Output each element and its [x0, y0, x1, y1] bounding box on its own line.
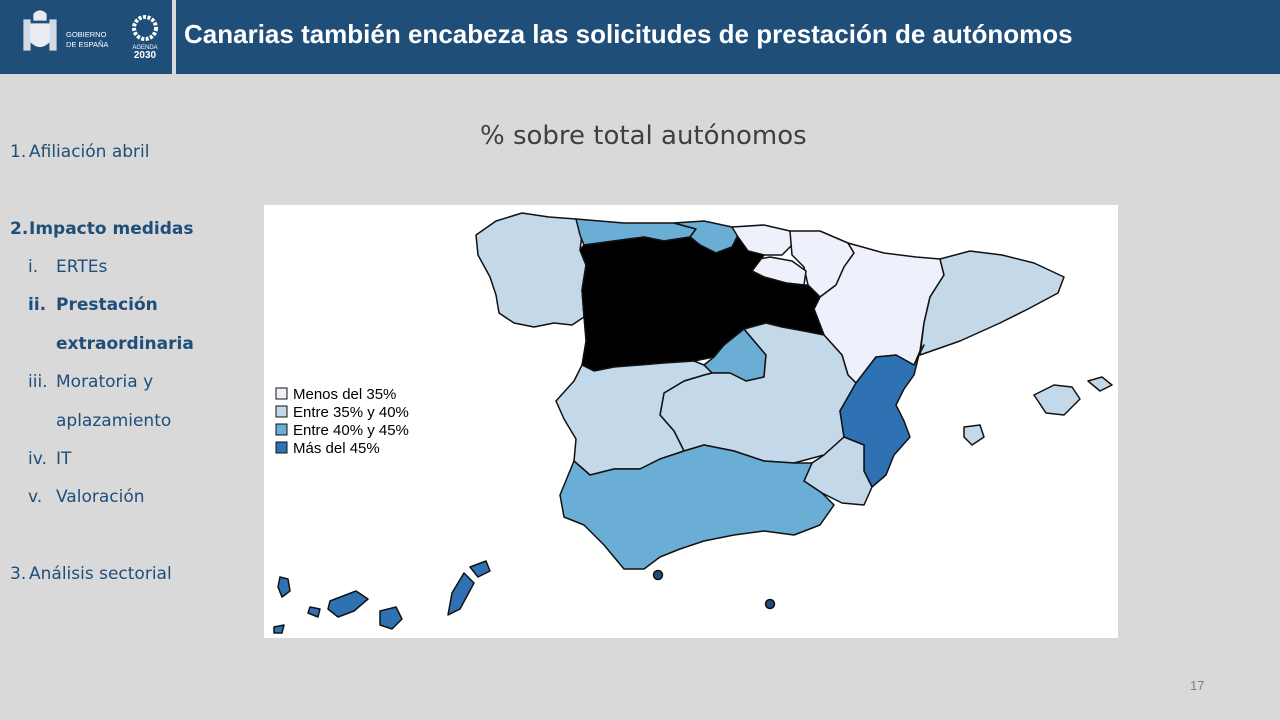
slide-header: GOBIERNO DE ESPAÑA AGENDA 2030 Canarias … — [0, 0, 1280, 74]
nav-label: Impacto medidas — [29, 219, 194, 239]
nav-subitem-moratoria[interactable]: iii. Moratoria y — [28, 372, 153, 392]
page-number: 17 — [1190, 678, 1205, 693]
nav-label: extraordinaria — [56, 334, 194, 354]
region-canarias-4[interactable] — [379, 606, 403, 630]
legend-swatch-4 — [275, 441, 288, 454]
region-cataluna[interactable] — [919, 250, 1065, 356]
region-extremadura[interactable] — [555, 360, 713, 476]
coat-of-arms-icon — [23, 10, 57, 51]
nav-num: 2. — [10, 219, 29, 239]
legend-label-4: Más del 45% — [293, 440, 380, 457]
region-andalucia[interactable] — [559, 444, 835, 570]
gobierno-line-1: GOBIERNO — [66, 30, 107, 39]
region-baleares-menorca[interactable] — [1087, 376, 1113, 392]
nav-label: Afiliación abril — [29, 142, 150, 162]
legend-label-1: Menos del 35% — [293, 386, 396, 403]
region-canarias-2[interactable] — [307, 606, 321, 618]
nav-num: i. — [28, 257, 39, 277]
nav-subitem-it[interactable]: iv. IT — [28, 449, 71, 469]
agenda-line-1: AGENDA — [132, 45, 158, 51]
map-title: % sobre total autónomos — [480, 121, 807, 151]
region-canarias-1[interactable] — [277, 576, 291, 598]
region-canarias-7[interactable] — [273, 624, 285, 634]
map-container: Menos del 35% Entre 35% y 40% Entre 40% … — [264, 205, 1118, 638]
region-murcia[interactable] — [803, 436, 873, 506]
region-canarias-3[interactable] — [327, 590, 369, 618]
region-melilla[interactable] — [764, 598, 776, 610]
nav-num: v. — [28, 487, 43, 507]
region-galicia[interactable] — [475, 212, 587, 328]
region-ceuta[interactable] — [652, 569, 664, 581]
nav-item-analisis[interactable]: 3. Análisis sectorial — [10, 564, 172, 584]
nav-num: ii. — [28, 295, 47, 315]
region-canarias-5[interactable] — [447, 572, 475, 616]
gobierno-logo — [23, 10, 158, 51]
gobierno-text: GOBIERNO DE ESPAÑA — [66, 30, 108, 50]
nav-subitem-prestacion-cont: extraordinaria — [56, 334, 194, 354]
nav-subitem-ertes[interactable]: i. ERTEs — [28, 257, 107, 277]
legend-swatch-2 — [275, 405, 288, 418]
nav-item-afiliacion[interactable]: 1. Afiliación abril — [10, 142, 150, 162]
nav-label: Análisis sectorial — [29, 564, 172, 584]
logo-area: GOBIERNO DE ESPAÑA AGENDA 2030 — [0, 0, 172, 74]
legend-label-3: Entre 40% y 45% — [293, 422, 409, 439]
nav-num: iii. — [28, 372, 48, 392]
nav-subitem-prestacion[interactable]: ii. Prestación — [28, 295, 158, 315]
nav-subitem-valoracion[interactable]: v. Valoración — [28, 487, 145, 507]
nav-num: 1. — [10, 142, 27, 162]
title-bar: Canarias también encabeza las solicitude… — [176, 0, 1280, 74]
slide-title: Canarias también encabeza las solicitude… — [184, 19, 1073, 49]
map-legend: Menos del 35% Entre 35% y 40% Entre 40% … — [275, 386, 409, 457]
nav-subitem-moratoria-cont: aplazamiento — [56, 411, 171, 431]
nav-label: IT — [56, 449, 72, 469]
gobierno-line-2: DE ESPAÑA — [66, 40, 109, 49]
agenda-2030-icon — [132, 15, 158, 41]
nav-item-impacto[interactable]: 2.Impacto medidas — [10, 219, 193, 239]
nav-label: ERTEs — [56, 257, 108, 277]
nav-label: Prestación — [56, 295, 158, 315]
legend-swatch-3 — [275, 423, 288, 436]
spain-map: Menos del 35% Entre 35% y 40% Entre 40% … — [273, 212, 1113, 634]
agenda-line-2: 2030 — [133, 50, 157, 61]
region-baleares-mallorca[interactable] — [1033, 384, 1081, 416]
nav-num: iv. — [28, 449, 47, 469]
nav-label: aplazamiento — [56, 411, 172, 431]
legend-swatch-1 — [275, 387, 288, 400]
nav-label: Valoración — [56, 487, 145, 507]
nav-label: Moratoria y — [56, 372, 154, 392]
agenda-text: AGENDA 2030 — [130, 44, 160, 61]
nav-num: 3. — [10, 564, 27, 584]
legend-label-2: Entre 35% y 40% — [293, 404, 409, 421]
region-canarias-6[interactable] — [469, 560, 491, 578]
region-baleares-ibiza[interactable] — [963, 424, 985, 446]
